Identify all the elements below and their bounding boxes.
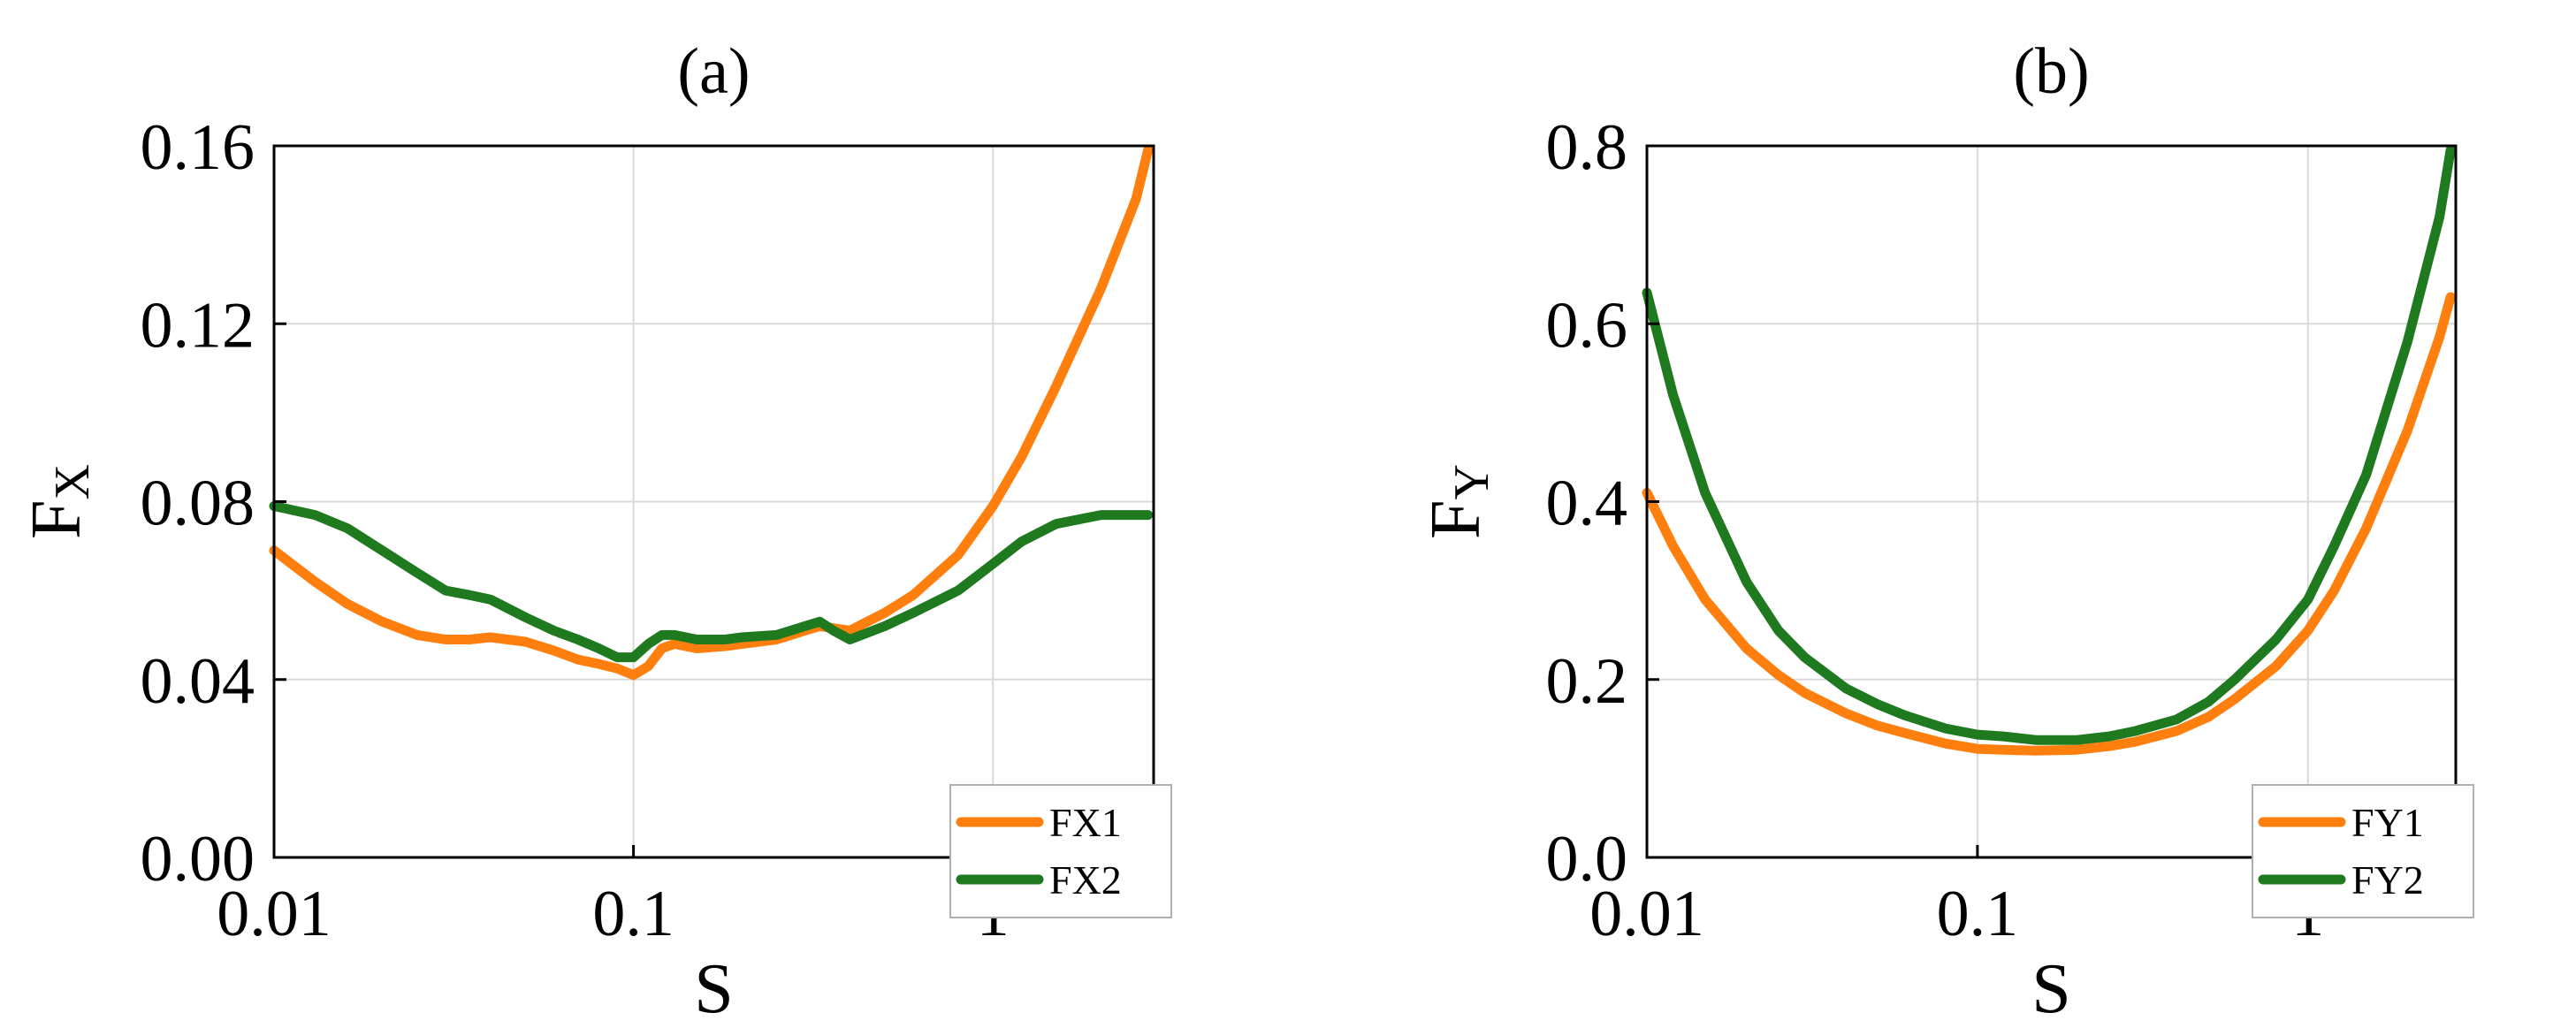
y-axis-label: FX — [18, 464, 100, 539]
y-tick-label: 0.08 — [141, 468, 255, 540]
y-tick-label: 0.04 — [141, 645, 255, 718]
legend-box — [949, 784, 1172, 918]
x-axis-label: S — [2031, 950, 2071, 1028]
x-axis-label: S — [694, 950, 734, 1028]
y-tick-label: 0.4 — [1546, 468, 1628, 540]
x-tick-label: 0.01 — [217, 878, 332, 950]
y-axis-label: FY — [1417, 464, 1499, 539]
y-tick-label: 0.12 — [141, 289, 255, 362]
y-tick-label: 0.2 — [1546, 645, 1628, 718]
legend-label-fy2: FY2 — [2351, 857, 2424, 902]
y-tick-label: 0.8 — [1546, 111, 1628, 184]
series-line-fx2 — [269, 501, 1154, 663]
panel-label: (a) — [677, 35, 750, 108]
x-tick-label: 0.1 — [592, 878, 674, 950]
legend-label-fy1: FY1 — [2351, 800, 2424, 845]
y-tick-label: 0.6 — [1546, 289, 1628, 362]
series-line-fy1 — [1642, 292, 2456, 756]
y-tick-label: 0.0 — [1546, 823, 1628, 895]
legend-label-fx2: FX2 — [1049, 857, 1122, 902]
panel-label: (b) — [2013, 35, 2089, 108]
y-tick-label: 0.16 — [141, 111, 255, 184]
x-tick-label: 0.01 — [1589, 878, 1704, 950]
y-tick-label: 0.00 — [141, 823, 255, 895]
series-line-fy2 — [1642, 145, 2456, 745]
legend-box — [2252, 784, 2474, 918]
series-line-fx1 — [269, 145, 1154, 681]
x-tick-label: 0.1 — [1937, 878, 2019, 950]
legend-label-fx1: FX1 — [1049, 800, 1122, 845]
